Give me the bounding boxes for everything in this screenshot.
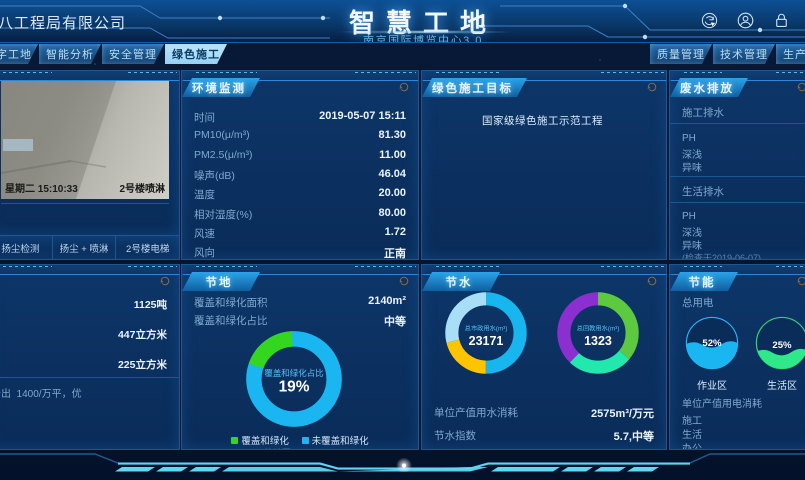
svg-text:19%: 19% (279, 378, 310, 395)
svg-text:52%: 52% (702, 338, 722, 349)
svg-text:总回教用水(m³): 总回教用水(m³) (577, 324, 620, 332)
svg-text:覆盖和绿化占比: 覆盖和绿化占比 (264, 368, 323, 378)
svg-text:25%: 25% (772, 340, 792, 351)
svg-text:1323: 1323 (584, 334, 612, 348)
svg-text:总市政用水(m³): 总市政用水(m³) (465, 324, 508, 332)
svg-text:23171: 23171 (469, 334, 504, 348)
